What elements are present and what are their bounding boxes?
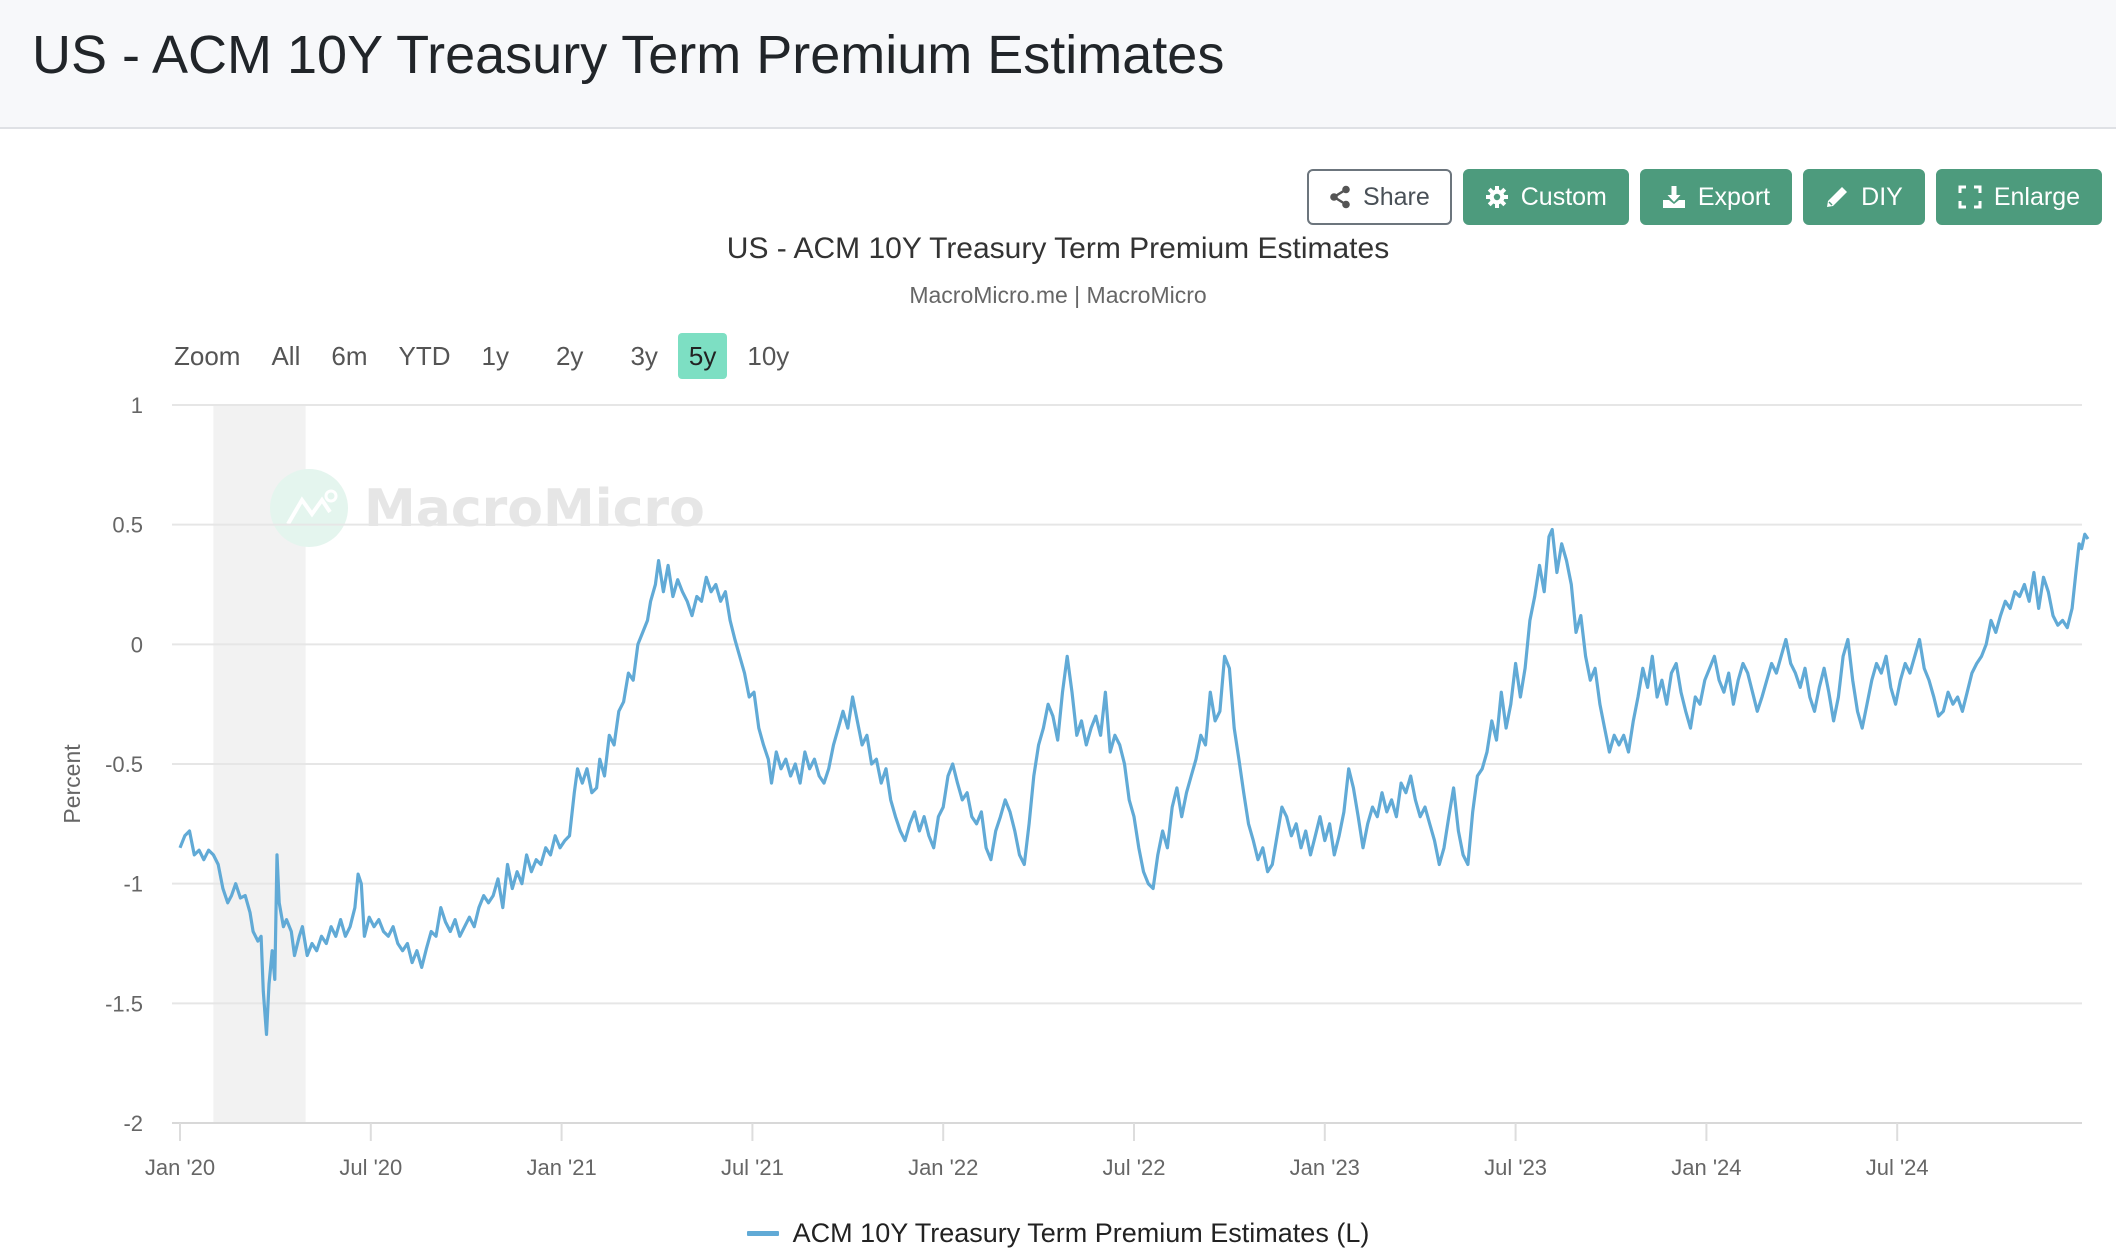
chart-toolbar: Share Custom Export DIY Enlarge <box>1307 169 2102 225</box>
download-icon <box>1662 185 1686 209</box>
range-button-2y[interactable]: 2y <box>555 341 584 371</box>
x-tick-label: Jul '20 <box>339 1155 402 1180</box>
watermark-logo-mark-icon <box>286 496 332 526</box>
watermark: MacroMicro <box>270 469 705 547</box>
series-group <box>178 527 2090 1036</box>
legend-swatch <box>746 1231 779 1236</box>
custom-button[interactable]: Custom <box>1462 169 1629 225</box>
page-title: US - ACM 10Y Treasury Term Premium Estim… <box>32 25 1225 85</box>
page-header: US - ACM 10Y Treasury Term Premium Estim… <box>0 0 2116 129</box>
range-button-5y[interactable]: 5y <box>677 333 728 379</box>
y-tick-label: -2 <box>123 1111 143 1136</box>
export-label: Export <box>1697 182 1771 211</box>
legend-label: ACM 10Y Treasury Term Premium Estimates … <box>792 1218 1370 1248</box>
diy-label: DIY <box>1861 182 1903 211</box>
range-selector: Zoom All 6m YTD 1y 2y 3y 5y 10y <box>160 333 809 379</box>
enlarge-button[interactable]: Enlarge <box>1935 169 2102 225</box>
share-icon <box>1329 185 1351 209</box>
range-zoom-label: Zoom <box>174 340 241 371</box>
range-button-10y[interactable]: 10y <box>747 341 790 371</box>
range-button-all[interactable]: All <box>271 341 301 371</box>
share-button[interactable]: Share <box>1307 169 1452 225</box>
x-tick-label: Jan '24 <box>1671 1155 1741 1180</box>
x-tick-label: Jul '22 <box>1103 1155 1166 1180</box>
y-tick-label: -1 <box>123 872 143 897</box>
chart-title: US - ACM 10Y Treasury Term Premium Estim… <box>726 232 1390 265</box>
custom-label: Custom <box>1520 182 1607 211</box>
y-axis: 1 0.5 0 -0.5 -1 -1.5 -2 <box>105 393 143 1136</box>
x-axis: Jan '20 Jul '20 Jan '21 Jul '21 Jan '22 Jul '… <box>145 1123 1929 1180</box>
series-line <box>178 527 2090 1036</box>
y-tick-label: -0.5 <box>105 752 143 777</box>
x-tick-label: Jul '23 <box>1484 1155 1547 1180</box>
grid-lines <box>172 404 2082 1124</box>
chart-subtitle: MacroMicro.me | MacroMicro <box>909 282 1207 308</box>
expand-icon <box>1958 185 1982 209</box>
range-button-3y[interactable]: 3y <box>630 341 658 371</box>
watermark-text: MacroMicro <box>364 479 705 539</box>
y-tick-label: -1.5 <box>105 991 143 1016</box>
x-tick-label: Jul '24 <box>1866 1155 1929 1180</box>
y-tick-label: 0 <box>131 632 143 657</box>
share-label: Share <box>1363 182 1430 211</box>
x-tick-label: Jan '22 <box>908 1155 978 1180</box>
y-tick-label: 0.5 <box>112 513 143 538</box>
pencil-icon <box>1825 185 1849 209</box>
range-button-6m[interactable]: 6m <box>331 341 368 371</box>
y-axis-title: Percent <box>59 744 85 824</box>
export-button[interactable]: Export <box>1639 169 1793 225</box>
enlarge-label: Enlarge <box>1993 182 2080 211</box>
x-tick-label: Jul '21 <box>721 1155 784 1180</box>
x-tick-label: Jan '20 <box>145 1155 215 1180</box>
range-button-1y[interactable]: 1y <box>481 341 509 371</box>
y-tick-label: 1 <box>131 393 143 418</box>
watermark-logo-dot-icon <box>324 489 338 503</box>
legend[interactable]: ACM 10Y Treasury Term Premium Estimates … <box>0 1218 2116 1249</box>
range-button-ytd[interactable]: YTD <box>398 341 451 371</box>
gear-icon <box>1485 185 1509 209</box>
diy-button[interactable]: DIY <box>1803 169 1925 225</box>
x-tick-label: Jan '23 <box>1290 1155 1360 1180</box>
x-tick-label: Jan '21 <box>526 1155 596 1180</box>
